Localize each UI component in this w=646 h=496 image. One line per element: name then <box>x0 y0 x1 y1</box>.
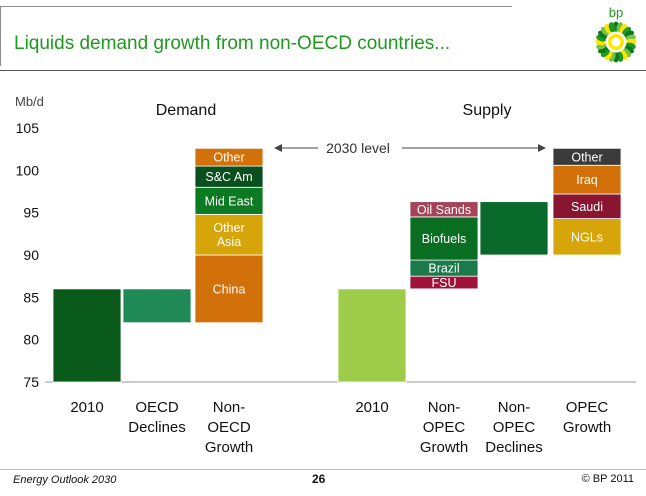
bar-segment <box>194 147 264 167</box>
category-label: Non- <box>213 399 246 416</box>
bp-helios-logo: bp <box>595 5 637 63</box>
panel-title-demand: Demand <box>156 102 216 119</box>
category-label: OPEC <box>566 399 609 416</box>
category-label: OPEC <box>493 419 536 436</box>
segment-label: Saudi <box>571 200 603 214</box>
category-label: Non- <box>498 399 531 416</box>
copyright: © BP 2011 <box>581 473 634 485</box>
footer-source: Energy Outlook 2030 <box>13 474 117 486</box>
y-tick-label: 105 <box>16 120 40 136</box>
footer-rule <box>0 469 646 470</box>
segment-label: Brazil <box>428 262 459 276</box>
bar-segment <box>194 213 264 256</box>
y-tick-label: 80 <box>23 332 39 348</box>
category-label: Non- <box>428 399 461 416</box>
segment-label: Other <box>571 150 602 164</box>
segment-label: Iraq <box>576 173 598 187</box>
bar-segment <box>337 288 407 383</box>
bar-segment <box>479 201 549 256</box>
annotation-2030-level: 2030 level <box>326 140 390 156</box>
logo-petal <box>608 22 616 33</box>
y-tick-label: 90 <box>23 247 39 263</box>
segment-label: Other <box>213 221 244 235</box>
bar-segment <box>552 218 622 256</box>
bar-segment <box>552 147 622 166</box>
bar-segment <box>52 288 122 383</box>
category-label: Growth <box>420 439 468 456</box>
segment-label: S&C Am <box>205 170 252 184</box>
bp-logo-text: bp <box>609 5 623 20</box>
category-label: Growth <box>205 439 253 456</box>
y-axis-label: Mb/d <box>15 94 44 109</box>
category-label: Declines <box>128 419 186 436</box>
y-tick-label: 85 <box>23 289 39 305</box>
y-tick-label: 100 <box>16 162 40 178</box>
category-label: OECD <box>135 399 179 416</box>
category-label: Declines <box>485 439 543 456</box>
category-label: 2010 <box>70 399 103 416</box>
panel-title-supply: Supply <box>463 102 512 119</box>
title-underline <box>0 70 646 71</box>
slide-title: Liquids demand growth from non-OECD coun… <box>14 33 451 54</box>
segment-label: China <box>213 282 246 296</box>
bar-segment <box>552 193 622 219</box>
segment-label: Mid East <box>205 194 254 208</box>
y-tick-label: 75 <box>23 374 39 390</box>
segment-label: Oil Sands <box>417 203 471 217</box>
bar-segment <box>409 201 479 218</box>
top-rule <box>0 6 512 7</box>
segment-label: Other <box>213 151 244 165</box>
category-label: 2010 <box>355 399 388 416</box>
bar-segment <box>552 164 622 195</box>
bar-segment <box>122 288 192 324</box>
category-label: OPEC <box>423 419 466 436</box>
segment-label: NGLs <box>571 230 603 244</box>
bar-segment <box>409 216 479 261</box>
y-tick-label: 95 <box>23 205 39 221</box>
segment-label: FSU <box>432 276 457 290</box>
left-rule <box>0 6 1 66</box>
segment-label: Biofuels <box>422 232 466 246</box>
segment-label: Asia <box>217 235 241 249</box>
category-label: OECD <box>207 419 251 436</box>
page-number: 26 <box>312 472 326 486</box>
category-label: Growth <box>563 419 611 436</box>
